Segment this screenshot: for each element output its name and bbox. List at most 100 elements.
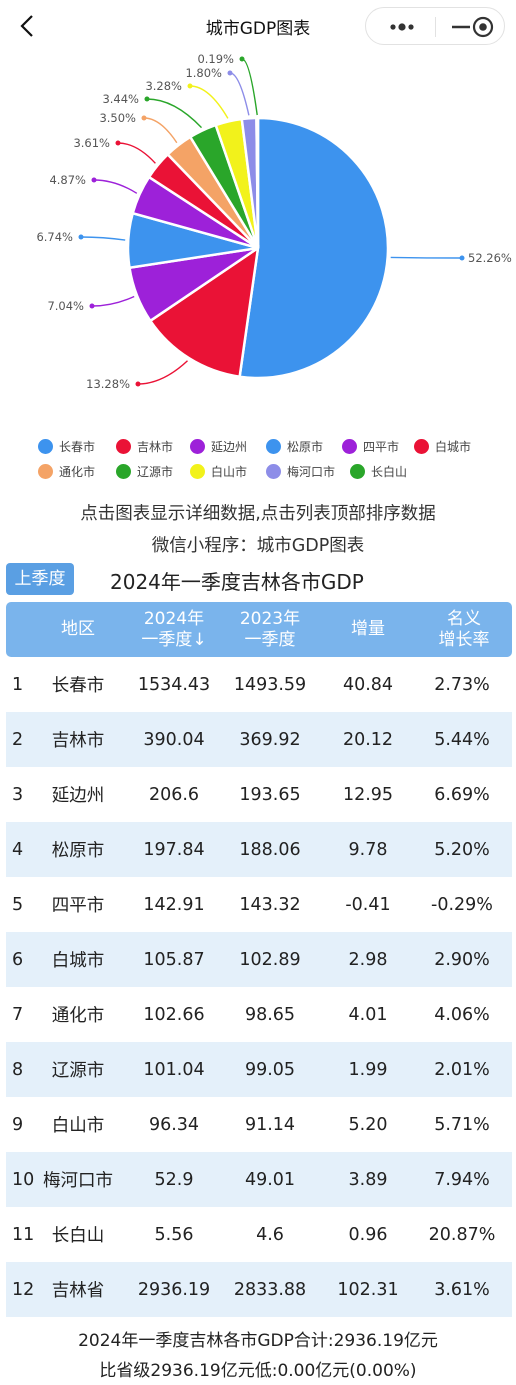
legend-label: 长春市 [59,439,96,454]
growth-cell: 7.94% [434,1169,490,1190]
region-cell: 长白山 [51,1226,105,1246]
increase-cell: 20.12 [342,729,394,750]
pie-slice[interactable] [255,116,260,249]
table-row[interactable]: 1 长春市 1534.43 1493.59 40.84 2.73% [6,657,512,712]
table-row[interactable]: 6 白城市 105.87 102.89 2.98 2.90% [6,932,512,987]
increase-cell: 0.96 [348,1224,388,1245]
legend-label: 辽源市 [137,464,174,479]
increase-cell: 12.95 [342,784,394,805]
label-anchor-dot [187,83,193,89]
rank-cell: 1 [12,674,24,695]
gdp-2023-cell: 1493.59 [233,674,307,695]
label-anchor-dot [78,234,84,240]
legend-item[interactable]: 辽源市 [116,461,173,481]
header-region[interactable]: 地区 [61,619,95,639]
increase-cell: 3.89 [348,1169,388,1190]
table-row[interactable]: 2 吉林市 390.04 369.92 20.12 5.44% [6,712,512,767]
region-cell: 白山市 [51,1116,105,1136]
gdp-2023-cell: 102.89 [239,949,301,970]
more-icon[interactable] [378,16,424,38]
header-gdp-2023[interactable]: 2023年 一季度 [239,608,301,650]
legend-item[interactable]: 白山市 [190,461,247,481]
legend-item[interactable]: 通化市 [38,461,95,481]
table-row[interactable]: 11 长白山 5.56 4.6 0.96 20.87% [6,1207,512,1262]
rank-cell: 7 [12,1004,24,1025]
pie-slice[interactable] [238,116,390,380]
gdp-2023-cell: 99.05 [244,1059,296,1080]
gdp-2024-cell: 105.87 [143,949,205,970]
legend-item[interactable]: 长白山 [350,461,407,481]
label-anchor-dot [227,70,233,76]
rank-cell: 6 [12,949,24,970]
increase-cell: 40.84 [342,674,394,695]
increase-cell: 9.78 [348,839,388,860]
legend-label: 白山市 [211,464,248,479]
previous-quarter-button[interactable]: 上季度 [6,563,74,595]
growth-cell: 6.69% [434,784,490,805]
table-row[interactable]: 10 梅河口市 52.9 49.01 3.89 7.94% [6,1152,512,1207]
legend-item[interactable]: 吉林市 [116,436,173,456]
legend-item[interactable]: 松原市 [266,436,323,456]
rank-cell: 2 [12,729,24,750]
legend-item[interactable]: 梅河口市 [266,461,335,481]
growth-cell: 20.87% [428,1224,496,1245]
gdp-pie-chart[interactable]: 52.26% 13.28% 7.04% 6.74% 4.87% 3.61% 3.50% 3.4… [0,52,516,424]
gdp-2023-cell: 4.6 [256,1224,284,1245]
increase-cell: 4.01 [348,1004,388,1025]
gdp-2023-cell: 91.14 [244,1114,296,1135]
growth-cell: 5.71% [434,1114,490,1135]
legend-swatch [190,463,205,479]
growth-cell: 2.01% [434,1059,490,1080]
legend-item[interactable]: 延边州 [190,436,247,456]
gdp-2023-cell: 143.32 [239,894,301,915]
gdp-2024-cell: 142.91 [143,894,205,915]
label-anchor-dot [239,56,245,62]
label-leader-line [93,179,138,194]
slice-percent-label: 3.50% [99,111,136,125]
label-leader-line [137,360,188,385]
header-increase[interactable]: 增量 [351,619,385,639]
table-row[interactable]: 5 四平市 142.91 143.32 -0.41 -0.29% [6,877,512,932]
gdp-2024-cell: 96.34 [148,1114,200,1135]
mini-program-hint: 微信小程序：城市GDP图表 [151,536,365,556]
capsule-divider [435,17,436,37]
legend-item[interactable]: 白城市 [414,436,471,456]
table-row[interactable]: 9 白山市 96.34 91.14 5.20 5.71% [6,1097,512,1152]
legend-label: 白城市 [435,439,472,454]
table-row[interactable]: 7 通化市 102.66 98.65 4.01 4.06% [6,987,512,1042]
region-cell: 吉林市 [51,731,105,751]
back-arrow-icon[interactable] [14,12,42,40]
legend-label: 长白山 [371,464,408,479]
slice-percent-label: 52.26% [468,251,512,265]
header-growth-rate[interactable]: 名义 增长率 [438,608,490,650]
table-row[interactable]: 3 延边州 206.6 193.65 12.95 6.69% [6,767,512,822]
pie-slice[interactable] [148,245,260,379]
growth-cell: 2.73% [434,674,490,695]
minimize-icon[interactable] [450,16,472,38]
region-cell: 白城市 [51,951,105,971]
label-leader-line [390,256,463,259]
rank-cell: 8 [12,1059,24,1080]
page-title: 城市GDP图表 [205,19,311,39]
slice-percent-label: 3.28% [145,79,182,93]
label-leader-line [143,117,178,144]
increase-cell: 102.31 [337,1279,399,1300]
gdp-2024-cell: 206.6 [148,784,200,805]
close-target-icon[interactable] [472,16,494,38]
legend-swatch [38,438,53,454]
legend-item[interactable]: 长春市 [38,436,95,456]
label-leader-line [229,72,250,116]
legend-item[interactable]: 四平市 [342,436,399,456]
label-leader-line [189,85,229,119]
gdp-2023-cell: 369.92 [239,729,301,750]
table-row[interactable]: 4 松原市 197.84 188.06 9.78 5.20% [6,822,512,877]
increase-cell: 2.98 [348,949,388,970]
table-row[interactable]: 8 辽源市 101.04 99.05 1.99 2.01% [6,1042,512,1097]
gdp-2024-cell: 2936.19 [137,1279,211,1300]
legend-swatch [190,438,205,454]
region-cell: 辽源市 [51,1061,105,1081]
table-row[interactable]: 12 吉林省 2936.19 2833.88 102.31 3.61% [6,1262,512,1317]
header-gdp-2024[interactable]: 2024年 一季度↓ [141,608,207,650]
label-anchor-dot [115,140,121,146]
province-comparison: 比省级2936.19亿元低:0.00亿元(0.00%) [99,1361,417,1381]
